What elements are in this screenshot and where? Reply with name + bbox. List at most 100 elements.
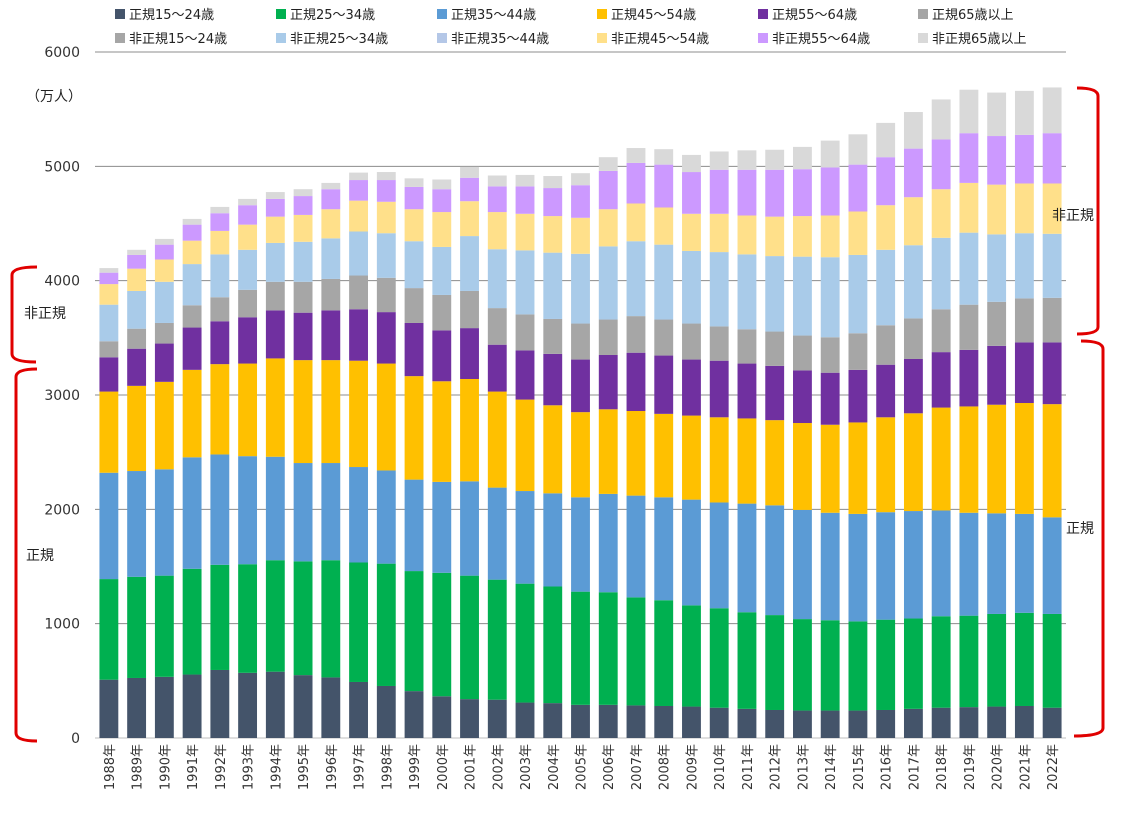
x-tick-label: 2003年 — [519, 744, 534, 790]
bar-segment — [376, 201, 396, 234]
bar-segment — [765, 420, 785, 506]
x-tick-label: 1988年 — [103, 744, 118, 790]
bar-segment — [238, 564, 258, 673]
bar-stack-2017年 — [903, 112, 923, 738]
bar-segment — [793, 423, 812, 510]
bar-segment — [903, 197, 923, 246]
bar-segment — [959, 133, 979, 183]
bar-segment — [238, 249, 258, 290]
bar-stack-2010年 — [709, 151, 729, 738]
bracket-right-lower — [1073, 339, 1105, 738]
bar-segment — [321, 310, 341, 361]
bar-segment — [848, 422, 868, 514]
bar-segment — [793, 619, 812, 711]
bar-segment — [765, 216, 785, 257]
bar-segment — [959, 707, 979, 738]
bar-segment — [737, 169, 757, 216]
bar-segment — [820, 337, 840, 373]
x-tick-label: 1992年 — [214, 744, 229, 790]
bar-segment — [376, 685, 396, 738]
bar-stack-1988年 — [99, 268, 119, 738]
bar-segment — [127, 254, 147, 269]
x-tick-label: 2010年 — [713, 744, 728, 790]
bar-segment — [349, 360, 368, 468]
bracket-right-upper — [1076, 86, 1100, 336]
bar-segment — [349, 200, 368, 232]
bar-stack-1994年 — [265, 192, 285, 738]
x-tick-label: 2008年 — [658, 744, 673, 790]
bar-stack-2005年 — [571, 173, 590, 738]
bar-segment — [210, 254, 230, 298]
bar-segment — [210, 297, 230, 322]
bar-segment — [931, 237, 951, 310]
bar-segment — [793, 370, 812, 424]
bar-segment — [626, 495, 646, 598]
bar-segment — [626, 352, 646, 412]
bar-segment — [737, 363, 757, 419]
x-tick-label: 2012年 — [769, 744, 784, 790]
bar-segment — [931, 407, 951, 511]
bar-segment — [460, 575, 479, 700]
bar-segment — [515, 491, 535, 584]
legend-swatch — [115, 33, 125, 43]
bar-segment — [460, 378, 479, 482]
legend-label: 非正規35～44歳 — [451, 32, 549, 47]
bar-segment — [543, 703, 563, 738]
y-tick-label: 4000 — [44, 274, 80, 290]
bar-segment — [765, 169, 785, 217]
legend-swatch — [437, 33, 447, 43]
bar-segment — [765, 256, 785, 332]
bar-segment — [765, 615, 785, 710]
bar-stack-2012年 — [765, 149, 785, 738]
bar-segment — [460, 166, 479, 178]
legend-label: 正規55～64歳 — [772, 8, 857, 23]
bar-segment — [404, 571, 424, 692]
bar-segment — [349, 180, 368, 201]
bar-segment — [293, 463, 313, 562]
bar-segment — [709, 169, 729, 214]
bar-segment — [876, 619, 896, 710]
bar-segment — [1014, 513, 1034, 613]
legend-label: 正規15～24歳 — [129, 8, 214, 23]
bar-segment — [848, 254, 868, 334]
bar-segment — [598, 409, 618, 494]
bar-segment — [931, 707, 951, 738]
bar-segment — [1042, 87, 1062, 134]
bar-segment — [99, 284, 119, 305]
bar-segment — [543, 216, 563, 253]
bar-segment — [959, 89, 979, 134]
bar-stack-2020年 — [987, 92, 1007, 738]
x-tick-label: 2011年 — [741, 744, 756, 790]
bar-stack-1996年 — [321, 182, 341, 738]
bar-segment — [265, 456, 285, 561]
bar-segment — [432, 330, 452, 382]
bar-segment — [99, 579, 119, 680]
bar-segment — [848, 369, 868, 423]
bar-segment — [487, 212, 507, 250]
legend-swatch — [758, 9, 768, 19]
bar-segment — [210, 230, 230, 255]
bar-segment — [460, 481, 479, 576]
x-tick-label: 2009年 — [685, 744, 700, 790]
bar-stack-2013年 — [793, 146, 812, 738]
bar-segment — [515, 583, 535, 703]
bar-segment — [293, 196, 313, 215]
bar-segment — [765, 709, 785, 738]
bar-segment — [154, 322, 174, 344]
bar-segment — [876, 122, 896, 158]
legend-swatch — [276, 33, 286, 43]
bar-segment — [543, 493, 563, 587]
bar-segment — [1014, 298, 1034, 343]
bar-segment — [376, 563, 396, 686]
bar-segment — [598, 170, 618, 210]
bar-segment — [682, 359, 701, 416]
bar-segment — [571, 323, 590, 360]
bar-segment — [848, 333, 868, 370]
bar-segment — [238, 363, 258, 457]
bar-segment — [709, 252, 729, 327]
legend-label: 正規65歳以上 — [932, 8, 1014, 23]
y-tick-label: 5000 — [44, 159, 80, 175]
bar-segment — [460, 236, 479, 291]
bar-segment — [959, 182, 979, 233]
bar-segment — [626, 241, 646, 317]
